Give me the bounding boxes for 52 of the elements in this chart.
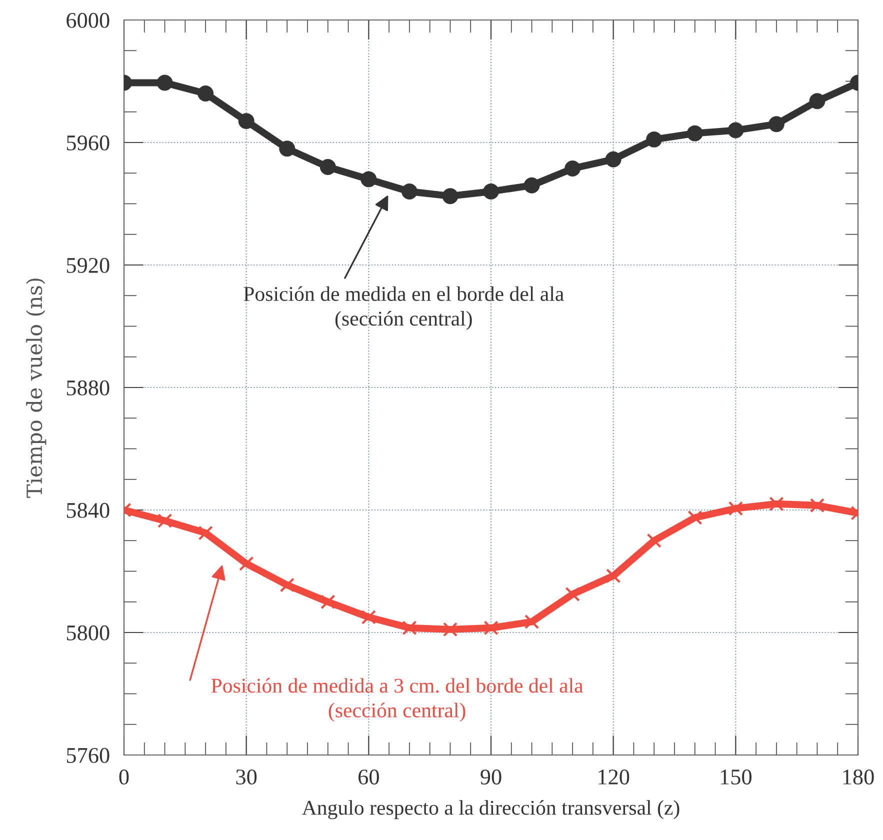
point [156, 74, 173, 91]
point [238, 113, 254, 130]
point [524, 614, 540, 630]
point [606, 568, 621, 584]
point [402, 620, 417, 636]
y-tick-label: 6000 [66, 12, 110, 28]
point [483, 184, 499, 200]
point [239, 556, 254, 571]
y-tick-label: 5800 [66, 625, 110, 640]
point [157, 513, 172, 528]
point [484, 620, 498, 636]
point [320, 594, 336, 610]
point [198, 86, 214, 102]
point [198, 526, 213, 540]
x-tick-label: 150 [720, 770, 752, 785]
point [401, 184, 418, 200]
y-tick-label: 5920 [66, 258, 110, 273]
point [442, 188, 458, 204]
x-tick-label: 60 [358, 770, 379, 785]
x-tick-label: 120 [598, 770, 630, 785]
point [565, 586, 580, 602]
point [360, 171, 377, 188]
x-tick-label: 90 [480, 770, 502, 785]
annotation: Posición de medida a 3 cm. del borde del ala (sección central) [211, 678, 584, 722]
point [280, 578, 294, 592]
point [605, 151, 622, 168]
annotation: Posición de medida en el borde del ala (sección central) [244, 286, 564, 330]
point [442, 622, 458, 637]
point [768, 116, 784, 132]
point [279, 140, 296, 157]
y-tick-label: 5960 [66, 135, 110, 150]
point [769, 496, 784, 512]
x-axis-title: Angulo respecto a la dirección transversal (z) [302, 800, 680, 820]
x-tick-label: 0 [119, 770, 129, 785]
point [564, 160, 581, 177]
point [688, 510, 702, 525]
y-tick-label: 5840 [66, 502, 110, 518]
point [686, 125, 703, 142]
point [728, 501, 743, 516]
x-tick-label: 180 [843, 770, 874, 785]
y-tick-label: 5880 [66, 380, 110, 396]
point [810, 498, 825, 513]
point [646, 131, 662, 148]
y-tick-label: 5760 [66, 748, 110, 763]
y-axis-title: Tiempo de vuelo (ns) [26, 278, 46, 498]
point [809, 93, 826, 110]
x-tick-label: 30 [236, 770, 257, 785]
point [646, 533, 662, 548]
point [361, 610, 376, 624]
point [524, 177, 540, 194]
point [320, 159, 336, 175]
point [728, 122, 744, 138]
